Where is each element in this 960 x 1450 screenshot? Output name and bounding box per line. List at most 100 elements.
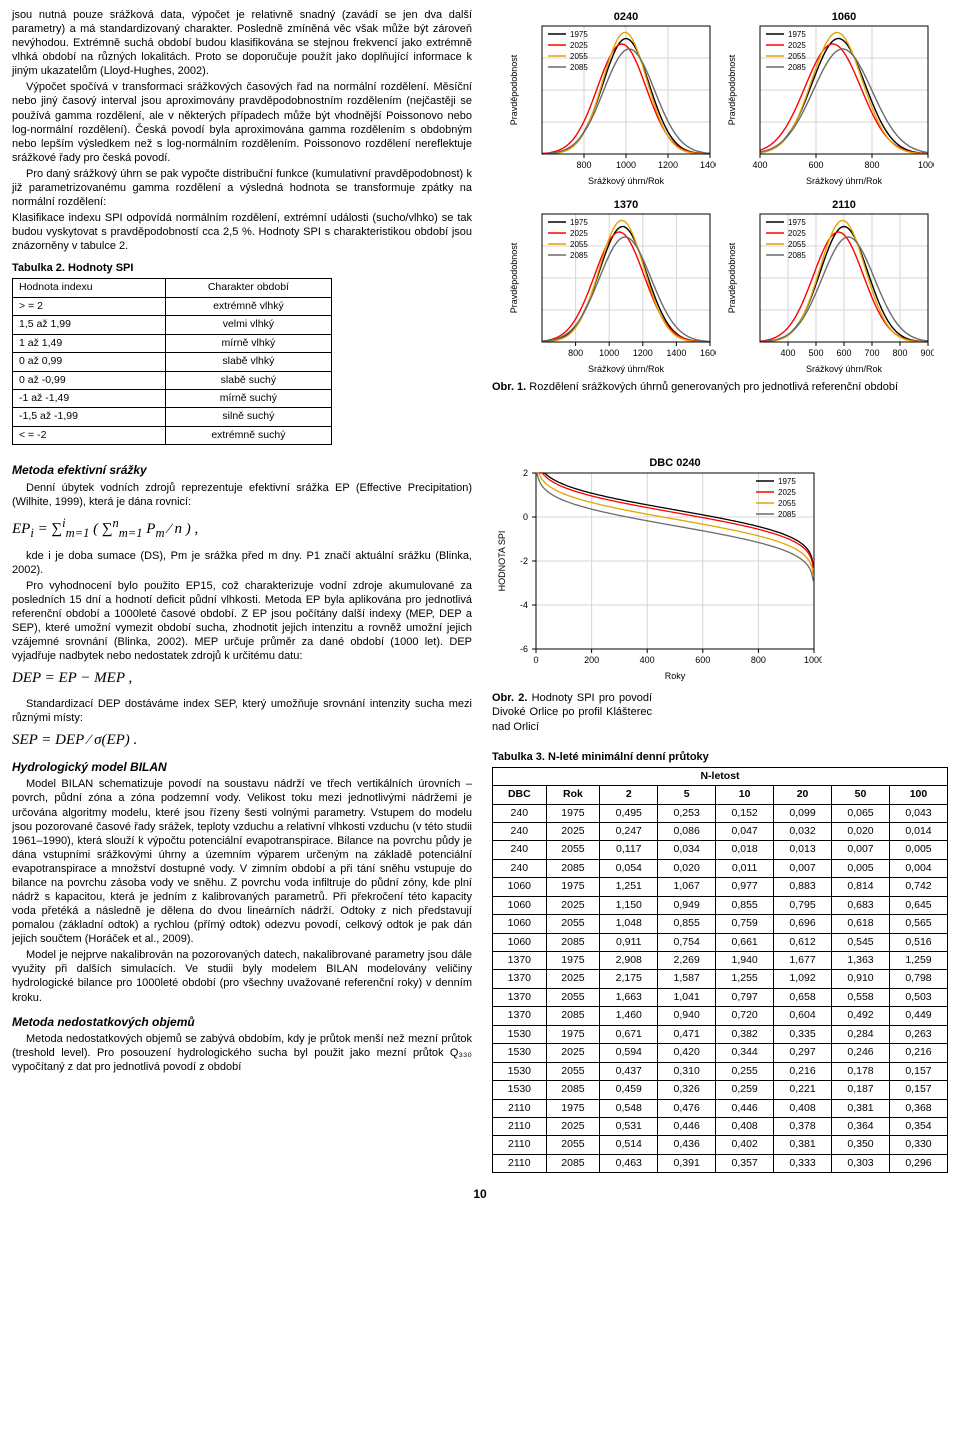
table-row: 211020250,5310,4460,4080,3780,3640,354 bbox=[493, 1117, 948, 1135]
svg-text:1975: 1975 bbox=[788, 30, 806, 39]
svg-text:2110: 2110 bbox=[832, 199, 856, 211]
svg-text:1600: 1600 bbox=[700, 348, 716, 358]
table3-col-header: 2 bbox=[600, 786, 658, 804]
svg-text:2025: 2025 bbox=[570, 41, 588, 50]
svg-text:600: 600 bbox=[808, 160, 823, 170]
table3-col-header: 20 bbox=[774, 786, 832, 804]
svg-text:2055: 2055 bbox=[570, 240, 588, 249]
table-row: 24020250,2470,0860,0470,0320,0200,014 bbox=[493, 822, 948, 840]
svg-text:DBC 0240: DBC 0240 bbox=[649, 457, 700, 469]
table-row: 211020850,4630,3910,3570,3330,3030,296 bbox=[493, 1154, 948, 1172]
table3-col-header: 100 bbox=[889, 786, 947, 804]
svg-text:Pravděpodobnost: Pravděpodobnost bbox=[727, 242, 737, 313]
svg-text:Srážkový úhrn/Rok: Srážkový úhrn/Rok bbox=[806, 364, 883, 374]
svg-text:0: 0 bbox=[533, 655, 538, 665]
svg-text:1400: 1400 bbox=[666, 348, 686, 358]
table-row: 137019752,9082,2691,9401,6771,3631,259 bbox=[493, 952, 948, 970]
svg-text:2085: 2085 bbox=[788, 251, 806, 260]
density-panel: 4005006007008009002110Srážkový úhrn/RokP… bbox=[724, 196, 934, 376]
svg-text:Pravděpodobnost: Pravděpodobnost bbox=[509, 54, 519, 125]
svg-text:2085: 2085 bbox=[570, 63, 588, 72]
table-row: 24020850,0540,0200,0110,0070,0050,004 bbox=[493, 859, 948, 877]
figure2-chart: 02004006008001000-6-4-202DBC 0240RokyHOD… bbox=[492, 453, 948, 683]
svg-text:800: 800 bbox=[864, 160, 879, 170]
table-row: 106019751,2511,0670,9770,8830,8140,742 bbox=[493, 878, 948, 896]
svg-text:400: 400 bbox=[640, 655, 655, 665]
svg-text:400: 400 bbox=[752, 160, 767, 170]
table-row: 137020551,6631,0410,7970,6580,5580,503 bbox=[493, 988, 948, 1006]
table-row: 24019750,4950,2530,1520,0990,0650,043 bbox=[493, 804, 948, 822]
svg-text:2025: 2025 bbox=[788, 229, 806, 238]
paragraph-8: Standardizací DEP dostáváme index SEP, k… bbox=[12, 697, 472, 725]
table3-col-header: 50 bbox=[832, 786, 890, 804]
svg-text:800: 800 bbox=[892, 348, 907, 358]
table2-header-1: Hodnota indexu bbox=[13, 279, 166, 297]
table-row: 153020850,4590,3260,2590,2210,1870,157 bbox=[493, 1081, 948, 1099]
svg-text:Pravděpodobnost: Pravděpodobnost bbox=[509, 242, 519, 313]
page-number: 10 bbox=[12, 1187, 948, 1202]
svg-text:1975: 1975 bbox=[778, 477, 796, 486]
figure1-caption-text: Rozdělení srážkových úhrnů generovaných … bbox=[529, 381, 898, 393]
table3-col-header: DBC bbox=[493, 786, 547, 804]
figure2-caption-label: Obr. 2. bbox=[492, 692, 532, 704]
svg-text:900: 900 bbox=[920, 348, 934, 358]
svg-text:0: 0 bbox=[523, 512, 528, 522]
svg-text:0240: 0240 bbox=[614, 11, 638, 23]
table-row: 0 až 0,99slabě vlhký bbox=[13, 353, 332, 371]
svg-text:-2: -2 bbox=[520, 556, 528, 566]
svg-text:-4: -4 bbox=[520, 600, 528, 610]
svg-text:200: 200 bbox=[584, 655, 599, 665]
svg-text:2085: 2085 bbox=[788, 63, 806, 72]
density-panel: 40060080010001060Srážkový úhrn/RokPravdě… bbox=[724, 8, 934, 188]
figure1-caption: Obr. 1. Rozdělení srážkových úhrnů gener… bbox=[492, 380, 948, 394]
svg-text:500: 500 bbox=[808, 348, 823, 358]
table-row: 106020551,0480,8550,7590,6960,6180,565 bbox=[493, 915, 948, 933]
table3-span-header: N-letost bbox=[493, 767, 948, 785]
svg-text:2055: 2055 bbox=[778, 499, 796, 508]
svg-text:Pravděpodobnost: Pravděpodobnost bbox=[727, 54, 737, 125]
svg-text:1370: 1370 bbox=[614, 199, 638, 211]
svg-text:1975: 1975 bbox=[570, 218, 588, 227]
svg-text:1400: 1400 bbox=[700, 160, 716, 170]
svg-text:Srážkový úhrn/Rok: Srážkový úhrn/Rok bbox=[588, 176, 665, 186]
svg-text:1000: 1000 bbox=[918, 160, 934, 170]
svg-text:1000: 1000 bbox=[599, 348, 619, 358]
table-row: -1,5 až -1,99silně suchý bbox=[13, 408, 332, 426]
svg-text:-6: -6 bbox=[520, 644, 528, 654]
svg-text:800: 800 bbox=[576, 160, 591, 170]
svg-text:1975: 1975 bbox=[570, 30, 588, 39]
table3-col-header: 5 bbox=[658, 786, 716, 804]
table-row: 153020550,4370,3100,2550,2160,1780,157 bbox=[493, 1062, 948, 1080]
svg-text:1200: 1200 bbox=[658, 160, 678, 170]
table-row: 211020550,5140,4360,4020,3810,3500,330 bbox=[493, 1136, 948, 1154]
svg-text:2085: 2085 bbox=[778, 510, 796, 519]
formula-sep: SEP = DEP ⁄ σ(EP) . bbox=[12, 731, 472, 750]
svg-text:Srážkový úhrn/Rok: Srážkový úhrn/Rok bbox=[588, 364, 665, 374]
table-row: 153019750,6710,4710,3820,3350,2840,263 bbox=[493, 1025, 948, 1043]
svg-text:1060: 1060 bbox=[832, 11, 856, 23]
table-row: 1 až 1,49mírně vlhký bbox=[13, 334, 332, 352]
table-row: 24020550,1170,0340,0180,0130,0070,005 bbox=[493, 841, 948, 859]
table-row: 211019750,5480,4760,4460,4080,3810,368 bbox=[493, 1099, 948, 1117]
svg-text:2: 2 bbox=[523, 468, 528, 478]
svg-text:1200: 1200 bbox=[633, 348, 653, 358]
svg-text:600: 600 bbox=[836, 348, 851, 358]
svg-text:2025: 2025 bbox=[788, 41, 806, 50]
table-row: 0 až -0,99slabě suchý bbox=[13, 371, 332, 389]
density-panel: 8001000120014000240Srážkový úhrn/RokPrav… bbox=[506, 8, 716, 188]
svg-text:800: 800 bbox=[751, 655, 766, 665]
section-deficit-heading: Metoda nedostatkových objemů bbox=[12, 1015, 472, 1030]
table3: N-letost DBCRok25102050100 24019750,4950… bbox=[492, 767, 948, 1174]
table-row: 106020850,9110,7540,6610,6120,5450,516 bbox=[493, 933, 948, 951]
svg-text:800: 800 bbox=[568, 348, 583, 358]
table3-title: Tabulka 3. N-leté minimální denní průtok… bbox=[492, 750, 948, 764]
svg-text:600: 600 bbox=[695, 655, 710, 665]
svg-text:1975: 1975 bbox=[788, 218, 806, 227]
svg-text:HODNOTA SPI: HODNOTA SPI bbox=[497, 531, 507, 592]
table2-header-2: Charakter období bbox=[165, 279, 331, 297]
table3-col-header: Rok bbox=[546, 786, 600, 804]
paragraph-2: Výpočet spočívá v transformaci srážkovýc… bbox=[12, 80, 472, 164]
paragraph-10: Model je nejprve nakalibrován na pozorov… bbox=[12, 948, 472, 1004]
formula-ep: EPi = ∑im=1 ( ∑nm=1 Pm ⁄ n ) , bbox=[12, 515, 472, 541]
formula-dep: DEP = EP − MEP , bbox=[12, 669, 472, 688]
